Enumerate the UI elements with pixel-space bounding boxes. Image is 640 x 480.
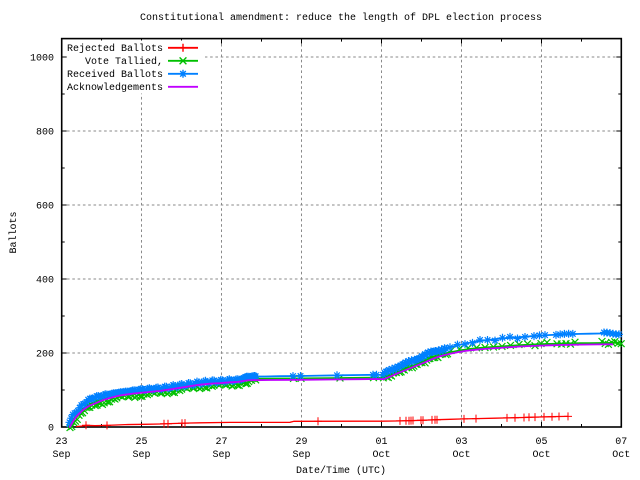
svg-text:400: 400 bbox=[36, 276, 54, 287]
svg-text:03: 03 bbox=[455, 437, 467, 448]
svg-text:25: 25 bbox=[135, 437, 147, 448]
svg-text:Rejected Ballots: Rejected Ballots bbox=[67, 43, 163, 55]
svg-text:Oct: Oct bbox=[372, 450, 390, 461]
svg-text:05: 05 bbox=[535, 437, 547, 448]
svg-text:27: 27 bbox=[215, 437, 227, 448]
svg-text:07: 07 bbox=[615, 437, 627, 448]
svg-text:Oct: Oct bbox=[612, 450, 630, 461]
svg-text:01: 01 bbox=[375, 437, 387, 448]
svg-text:Constitutional amendment: redu: Constitutional amendment: reduce the len… bbox=[140, 12, 542, 24]
svg-text:200: 200 bbox=[36, 350, 54, 361]
svg-text:1000: 1000 bbox=[30, 54, 54, 65]
svg-text:Sep: Sep bbox=[292, 450, 310, 461]
svg-text:Sep: Sep bbox=[52, 450, 70, 461]
svg-text:0: 0 bbox=[48, 424, 54, 435]
svg-text:Acknowledgements: Acknowledgements bbox=[67, 82, 163, 94]
svg-text:Ballots: Ballots bbox=[8, 211, 20, 253]
svg-text:800: 800 bbox=[36, 128, 54, 139]
svg-text:23: 23 bbox=[55, 437, 67, 448]
svg-text:Sep: Sep bbox=[132, 450, 150, 461]
svg-text:Date/Time (UTC): Date/Time (UTC) bbox=[296, 465, 386, 477]
svg-text:600: 600 bbox=[36, 202, 54, 213]
svg-text:Received Ballots: Received Ballots bbox=[67, 69, 163, 81]
svg-text:Oct: Oct bbox=[532, 450, 550, 461]
svg-text:Sep: Sep bbox=[212, 450, 230, 461]
svg-text:Oct: Oct bbox=[452, 450, 470, 461]
svg-text:29: 29 bbox=[295, 437, 307, 448]
svg-text:Vote Tallied,: Vote Tallied, bbox=[85, 56, 163, 68]
